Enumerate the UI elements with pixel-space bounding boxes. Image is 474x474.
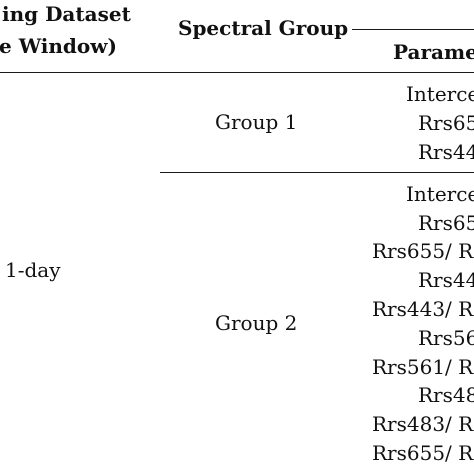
group-separator-rule: [160, 172, 474, 174]
header-spectral-group: Spectral Group: [178, 16, 349, 40]
group-2-label: Group 2: [215, 311, 298, 335]
group-1-label: Group 1: [215, 110, 298, 134]
group-2-param-9: Rrs483/ R: [372, 412, 474, 436]
group-2-param-3: Rrs655/ R: [372, 239, 474, 263]
group-1-param-1: Interce: [406, 82, 474, 106]
group-2-param-7: Rrs561/ R: [372, 355, 474, 379]
group-2-param-8: Rrs48: [418, 383, 474, 407]
group-2-param-2: Rrs65: [418, 211, 474, 235]
header-bottom-rule: [0, 72, 474, 74]
header-group-rule: [352, 29, 474, 31]
group-2-param-4: Rrs44: [418, 268, 474, 292]
header-parameter: Parame: [393, 40, 474, 64]
group-1-param-2: Rrs65: [418, 111, 474, 135]
group-2-param-10: Rrs655/ R: [372, 441, 474, 465]
header-training-dataset-line1: ing Dataset: [2, 2, 131, 26]
group-2-param-1: Interce: [406, 182, 474, 206]
group-2-param-5: Rrs443/ R: [372, 297, 474, 321]
time-window-label: 1-day: [5, 258, 61, 282]
group-2-param-6: Rrs56: [418, 326, 474, 350]
header-training-dataset-line2: e Window): [0, 34, 117, 58]
group-1-param-3: Rrs44: [418, 140, 474, 164]
